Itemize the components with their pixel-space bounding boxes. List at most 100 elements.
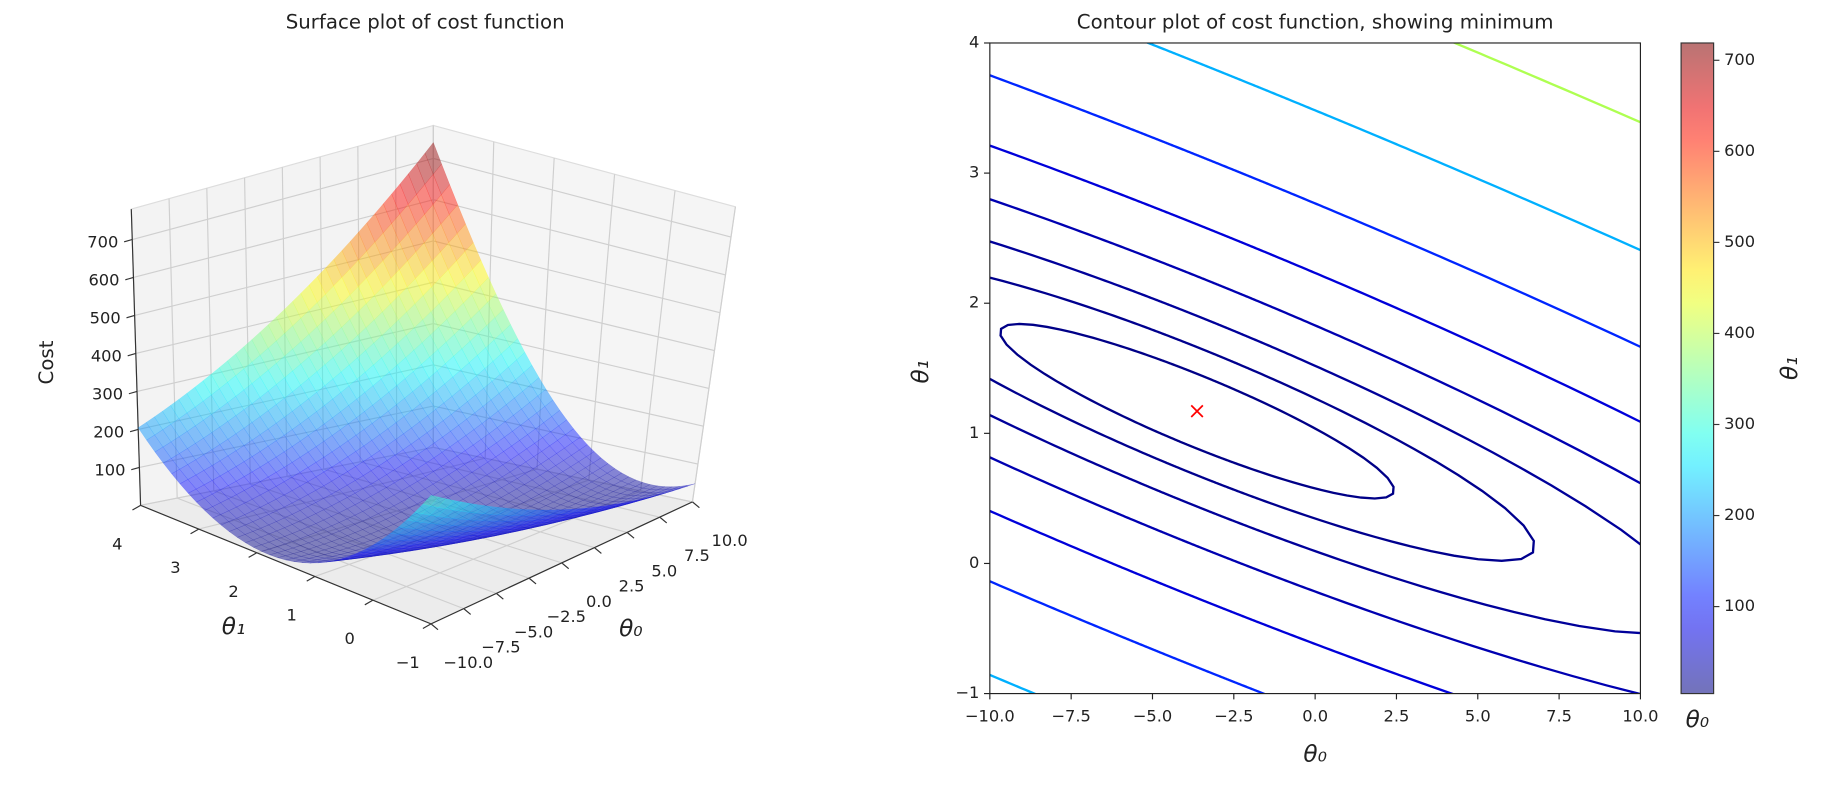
surface-patch [301, 554, 317, 559]
x-tick-label: 5.0 [1465, 706, 1491, 725]
surface-patch [308, 276, 326, 303]
surface-patch [459, 401, 476, 420]
surface-patch [500, 346, 517, 368]
surface-patch [553, 490, 570, 499]
surface-patch [512, 424, 528, 441]
surface-patch [317, 560, 334, 563]
surface-patch [218, 360, 236, 383]
surface-patch [485, 491, 502, 502]
surface-patch [455, 277, 473, 304]
surface-patch [333, 559, 350, 562]
z-tick-label: 700 [87, 232, 118, 251]
surface-patch [323, 466, 340, 482]
x-tick-label: −2.5 [1214, 706, 1253, 725]
surface-patch [583, 481, 600, 491]
surface-patch [316, 364, 334, 386]
surface-patch [510, 524, 527, 530]
surface-patch [283, 513, 301, 525]
surface-patch [462, 504, 479, 514]
surface-patch [362, 517, 379, 527]
surface-patch [357, 554, 373, 558]
grid-line [433, 281, 715, 352]
surface-patch [331, 530, 348, 539]
surface-patch [449, 538, 466, 544]
surface-patch [405, 349, 422, 372]
surface-patch [470, 535, 486, 539]
surface-patch [292, 404, 309, 424]
surface-patch [267, 362, 285, 385]
surface-patch [477, 496, 494, 506]
surface-patch [410, 548, 426, 551]
surface-patch [377, 527, 395, 536]
surface-patch [522, 512, 539, 519]
surface-patch [478, 485, 495, 497]
surface-patch [394, 550, 411, 553]
surface-patch [454, 326, 471, 350]
surface-patch [636, 496, 653, 502]
surface-patch [415, 269, 432, 296]
surface-patch [586, 506, 602, 512]
surface-patch [518, 515, 537, 522]
surface-patch [488, 427, 505, 444]
surface-patch [456, 540, 472, 544]
surface-patch [397, 527, 415, 536]
surface-patch [499, 521, 517, 527]
surface-patch [416, 183, 434, 215]
surface-patch [252, 544, 270, 552]
surface-patch [324, 398, 341, 419]
surface-patch [444, 376, 461, 397]
surface-patch [406, 303, 423, 329]
surface-patch [417, 542, 433, 546]
surface-patch [324, 378, 342, 400]
surface-patch [162, 423, 180, 443]
surface-patch [556, 447, 572, 461]
surface-patch [236, 534, 254, 543]
x-tick-label: −5.0 [514, 622, 553, 641]
surface-patch [598, 472, 615, 482]
surface-patch [315, 456, 333, 473]
grid-line [136, 322, 434, 392]
surface-patch [377, 540, 395, 547]
surface-patch [491, 373, 508, 394]
surface-patch [557, 434, 573, 449]
surface-patch [402, 443, 419, 460]
surface-patch [577, 467, 593, 478]
surface-patch [518, 448, 535, 463]
surface-patch [186, 425, 204, 444]
surface-patch [523, 498, 540, 507]
surface-patch [413, 522, 431, 530]
surface-patch [472, 534, 489, 539]
surface-patch [510, 453, 527, 468]
surface-patch [346, 514, 364, 525]
surface-patch [416, 537, 434, 543]
surface-patch [387, 551, 403, 555]
surface-patch [307, 502, 325, 514]
surface-patch [485, 533, 502, 537]
surface-patch [186, 406, 204, 427]
surface-patch [503, 445, 520, 460]
surface-patch [477, 513, 494, 521]
surface-patch [568, 515, 585, 520]
surface-patch [235, 461, 253, 477]
surface-patch [516, 527, 532, 532]
surface-patch [324, 334, 342, 358]
surface-patch [466, 412, 483, 430]
surface-patch [672, 485, 688, 491]
surface-patch [370, 491, 387, 504]
surface-patch [540, 458, 557, 471]
surface-patch [251, 451, 269, 468]
surface-patch [227, 353, 245, 377]
surface-patch [323, 480, 340, 495]
surface-patch [356, 411, 373, 430]
surface-patch [456, 538, 473, 543]
surface-patch [424, 204, 442, 234]
surface-patch [390, 269, 408, 296]
surface-patch [419, 543, 435, 548]
surface-patch [492, 513, 509, 521]
surface-patch [604, 496, 622, 502]
surface-patch [509, 478, 525, 490]
surface-patch [410, 548, 427, 552]
surface-patch [473, 520, 491, 527]
surface-patch [355, 551, 372, 556]
